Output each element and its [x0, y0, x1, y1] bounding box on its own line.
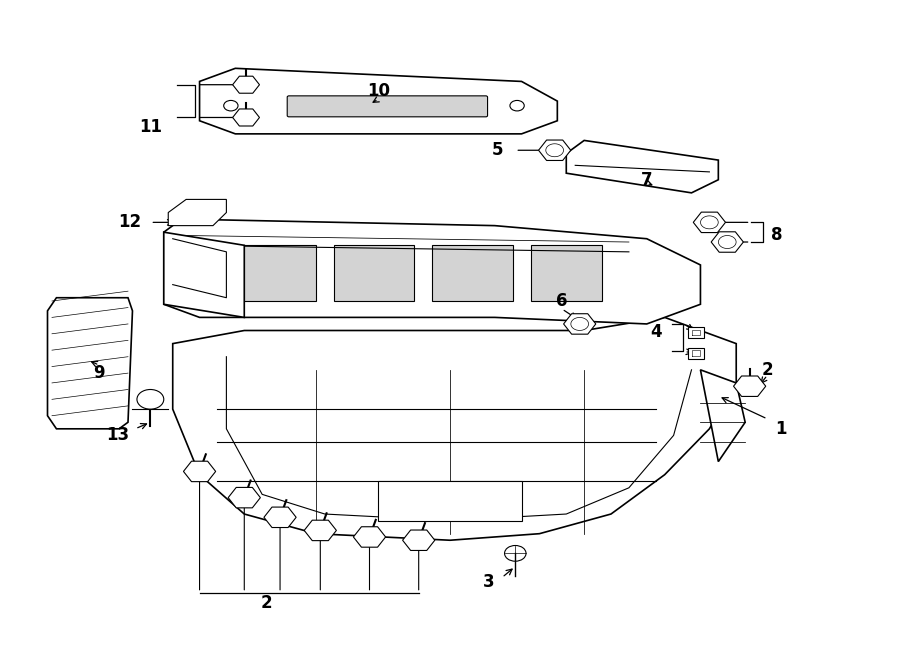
FancyBboxPatch shape: [287, 96, 488, 117]
Polygon shape: [545, 143, 563, 157]
Polygon shape: [184, 461, 216, 482]
Text: 2: 2: [261, 594, 273, 611]
Text: 5: 5: [491, 141, 503, 159]
Text: 2: 2: [761, 361, 773, 379]
Polygon shape: [229, 487, 260, 508]
Text: 3: 3: [482, 572, 494, 590]
Text: 9: 9: [94, 364, 105, 382]
Polygon shape: [693, 212, 725, 233]
FancyBboxPatch shape: [688, 348, 704, 360]
Polygon shape: [168, 200, 227, 225]
Polygon shape: [304, 520, 337, 541]
Polygon shape: [48, 297, 132, 429]
Polygon shape: [232, 109, 259, 126]
Polygon shape: [173, 317, 736, 540]
FancyBboxPatch shape: [378, 481, 522, 521]
Polygon shape: [232, 76, 259, 93]
Text: 13: 13: [105, 426, 129, 444]
Polygon shape: [354, 527, 385, 547]
Text: 10: 10: [367, 82, 390, 100]
FancyBboxPatch shape: [530, 245, 602, 301]
Polygon shape: [164, 219, 700, 324]
Text: 12: 12: [118, 214, 141, 231]
Polygon shape: [538, 140, 571, 161]
FancyBboxPatch shape: [334, 245, 414, 301]
Polygon shape: [402, 530, 435, 551]
FancyBboxPatch shape: [235, 245, 316, 301]
Text: 7: 7: [641, 171, 652, 189]
Polygon shape: [566, 140, 718, 193]
Polygon shape: [164, 232, 244, 317]
Text: 6: 6: [556, 292, 568, 310]
Polygon shape: [264, 507, 296, 527]
Text: 8: 8: [770, 227, 782, 245]
Polygon shape: [700, 369, 745, 461]
Polygon shape: [718, 235, 736, 249]
Polygon shape: [571, 317, 589, 330]
FancyBboxPatch shape: [688, 327, 704, 338]
Polygon shape: [200, 68, 557, 134]
Text: 11: 11: [139, 118, 162, 136]
Text: 1: 1: [775, 420, 787, 438]
Polygon shape: [563, 314, 596, 334]
Polygon shape: [734, 376, 766, 397]
Polygon shape: [700, 216, 718, 229]
Circle shape: [137, 389, 164, 409]
Polygon shape: [711, 232, 743, 253]
FancyBboxPatch shape: [432, 245, 513, 301]
Text: 4: 4: [650, 323, 662, 342]
